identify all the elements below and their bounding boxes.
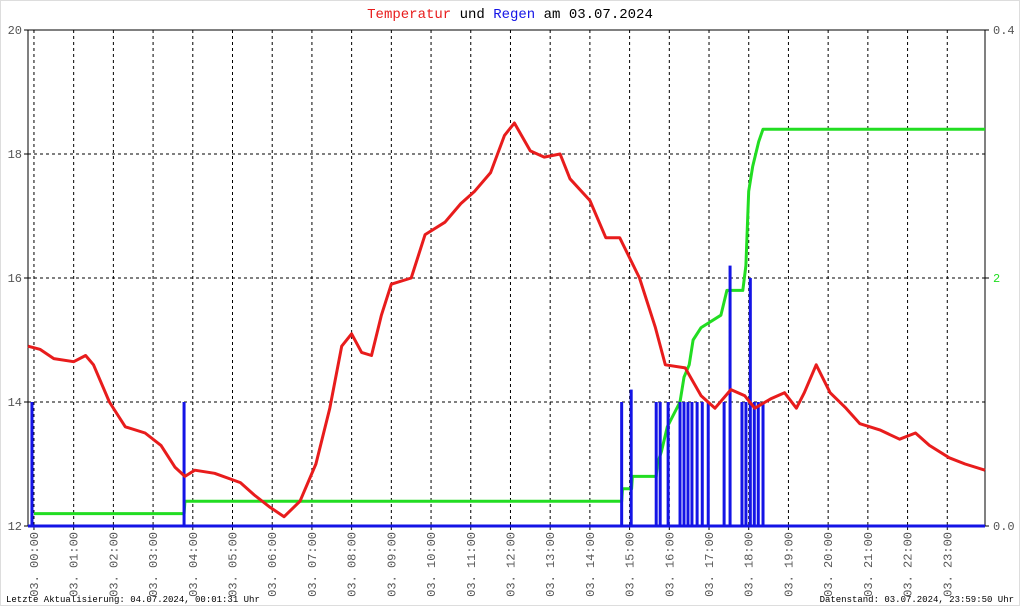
footer-right: Datenstand: 03.07.2024, 23:59:50 Uhr	[820, 595, 1014, 605]
x-tick-label: 03. 20:00	[822, 532, 836, 597]
rain-bar	[740, 402, 744, 526]
x-tick-label: 03. 02:00	[107, 532, 121, 597]
x-tick-label: 03. 11:00	[465, 532, 479, 597]
rain-bar	[30, 402, 34, 526]
y-tick-label: 12	[8, 520, 22, 534]
y-tick-label: 16	[8, 272, 22, 286]
rain-bar	[706, 402, 710, 526]
rain-bar	[756, 402, 760, 526]
rain-bar	[658, 402, 662, 526]
x-tick-label: 03. 03:00	[147, 532, 161, 597]
y-tick-label: 20	[8, 24, 22, 38]
rain-bar	[744, 402, 748, 526]
x-tick-label: 03. 08:00	[346, 532, 360, 597]
x-tick-label: 03. 14:00	[584, 532, 598, 597]
x-tick-label: 03. 04:00	[187, 532, 201, 597]
x-tick-label: 03. 23:00	[941, 532, 955, 597]
x-tick-label: 03. 01:00	[68, 532, 82, 597]
x-tick-label: 03. 13:00	[544, 532, 558, 597]
y2-tick-label: 0.0	[993, 520, 1015, 534]
x-tick-label: 03. 06:00	[266, 532, 280, 597]
rain-bar	[722, 402, 726, 526]
rain-bar	[666, 402, 670, 526]
y-tick-label: 14	[8, 396, 22, 410]
y2-tick-label: 0.4	[993, 24, 1015, 38]
x-tick-label: 03. 10:00	[425, 532, 439, 597]
x-tick-label: 03. 19:00	[782, 532, 796, 597]
title-word: am 03.07.2024	[544, 7, 653, 23]
rain-bar	[682, 402, 686, 526]
x-tick-label: 03. 22:00	[902, 532, 916, 597]
series-line	[27, 121, 986, 519]
title-series-rain: Regen	[493, 7, 535, 23]
rain-bar	[761, 402, 765, 526]
rain-bar	[620, 402, 624, 526]
chart-title: Temperatur und Regen am 03.07.2024	[367, 7, 653, 23]
x-tick-label: 03. 21:00	[862, 532, 876, 597]
x-tick-label: 03. 16:00	[663, 532, 677, 597]
x-tick-label: 03. 07:00	[306, 532, 320, 597]
rain-bar	[686, 402, 690, 526]
rain-bar	[678, 402, 682, 526]
y-tick-label: 18	[8, 148, 22, 162]
rain-bar	[629, 389, 633, 526]
x-tick-label: 03. 17:00	[703, 532, 717, 597]
y3-tick-label: 2	[993, 272, 1000, 286]
x-tick-label: 03. 18:00	[743, 532, 757, 597]
title-word: und	[460, 7, 485, 23]
footer-left: Letzte Aktualisierung: 04.07.2024, 00:01…	[6, 595, 260, 605]
x-tick-label: 03. 15:00	[624, 532, 638, 597]
rain-bar	[695, 402, 699, 526]
x-tick-label: 03. 05:00	[227, 532, 241, 597]
rain-bar	[728, 265, 732, 526]
title-series-temp: Temperatur	[367, 7, 451, 23]
rain-bar	[182, 402, 186, 526]
rain-bar	[690, 402, 694, 526]
x-tick-label: 03. 12:00	[504, 532, 518, 597]
x-tick-label: 03. 00:00	[28, 532, 42, 597]
rain-bar	[752, 402, 756, 526]
rain-bar	[654, 402, 658, 526]
x-tick-label: 03. 09:00	[385, 532, 399, 597]
rain-bar	[700, 402, 704, 526]
